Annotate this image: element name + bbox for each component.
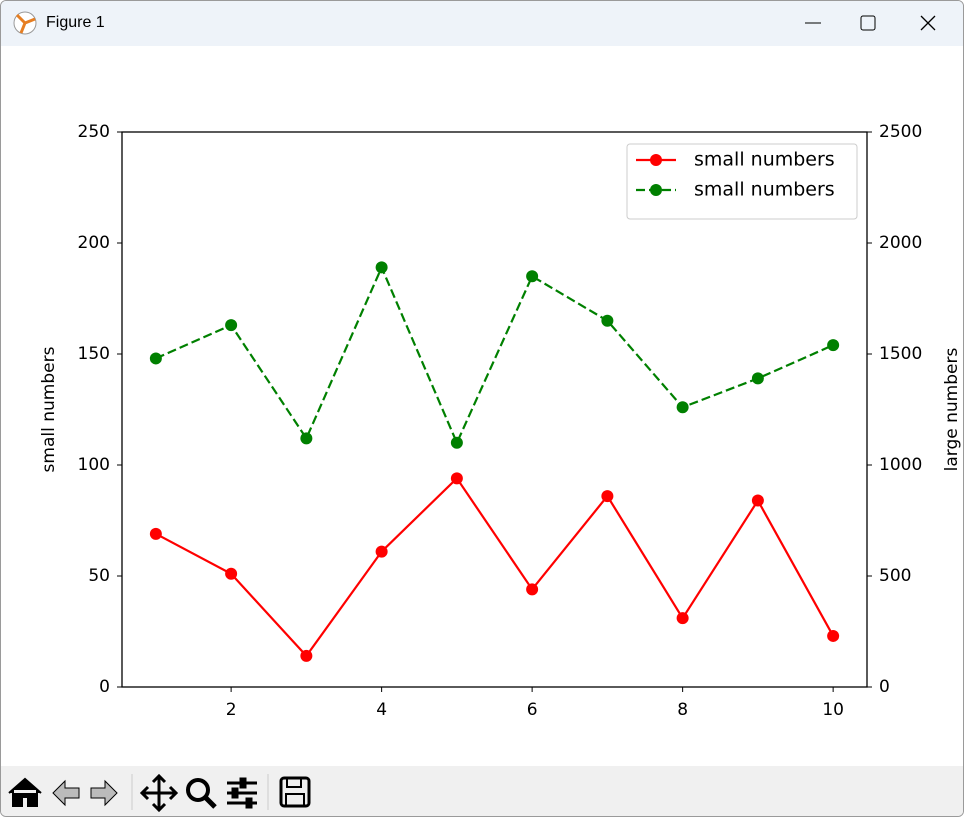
x-tick-label: 2	[226, 700, 237, 720]
y2-tick-label: 2500	[879, 122, 922, 142]
y-tick-label: 150	[78, 344, 110, 364]
data-point	[149, 527, 162, 540]
y-tick-label: 250	[78, 122, 110, 142]
y2-tick-label: 1000	[879, 455, 922, 475]
series-line	[155, 476, 835, 658]
legend-box	[626, 143, 858, 220]
window-controls	[805, 15, 936, 31]
pan-button[interactable]	[139, 773, 179, 813]
forward-button[interactable]	[90, 779, 118, 807]
y-tick-label: 200	[78, 233, 110, 253]
x-tick-label: 4	[376, 700, 387, 720]
y2-tick-label: 1500	[879, 344, 922, 364]
series-line	[155, 264, 834, 446]
y-tick-label: 100	[78, 455, 110, 475]
data-point	[526, 270, 539, 283]
legend: small numbers small numbers	[626, 143, 858, 220]
x-tick-label: 6	[527, 700, 538, 720]
y2-tick-label: 500	[879, 566, 911, 586]
y-tick-label: 0	[99, 677, 110, 697]
home-button[interactable]	[8, 777, 42, 807]
data-point	[676, 612, 689, 625]
y2-tick-label: 2000	[879, 233, 922, 253]
y2-axis-label: large numbers	[942, 348, 962, 472]
window-title: Figure 1	[46, 14, 105, 31]
legend-label: small numbers	[694, 179, 835, 201]
chart: 2 4 6 8 100501001502002500500100015002000250…	[39, 122, 962, 720]
toolbar	[1, 766, 963, 816]
zoom-button[interactable]	[186, 778, 217, 809]
maximize-button[interactable]	[860, 15, 876, 31]
data-point	[375, 261, 388, 274]
data-point	[225, 319, 238, 332]
x-tick-label: 10	[822, 700, 844, 720]
data-point	[300, 432, 313, 445]
y2-tick-label: 0	[879, 677, 890, 697]
legend-label: small numbers	[694, 149, 835, 171]
plot-area	[121, 131, 868, 688]
y-axis-label: small numbers	[39, 346, 59, 472]
data-point	[676, 401, 689, 414]
legend-marker	[650, 184, 662, 196]
x-tick-label: 8	[677, 700, 688, 720]
app-icon	[13, 11, 37, 35]
data-point	[225, 567, 238, 580]
data-point	[601, 314, 614, 327]
back-button[interactable]	[52, 779, 80, 807]
data-point	[300, 649, 313, 662]
data-point	[450, 472, 463, 485]
save-button[interactable]	[279, 776, 311, 808]
data-point	[751, 494, 764, 507]
y-tick-label: 50	[88, 566, 110, 586]
data-point	[375, 545, 388, 558]
data-point	[827, 629, 840, 642]
data-point	[149, 352, 162, 365]
data-point	[526, 583, 539, 596]
legend-marker	[650, 154, 662, 166]
data-point	[827, 339, 840, 352]
data-point	[450, 436, 463, 449]
data-point	[601, 490, 614, 503]
configure-button[interactable]	[227, 777, 257, 809]
title-bar: Figure 1	[1, 1, 963, 46]
data-point	[751, 372, 764, 385]
close-button[interactable]	[920, 15, 936, 31]
toolbar-icons	[8, 773, 311, 813]
